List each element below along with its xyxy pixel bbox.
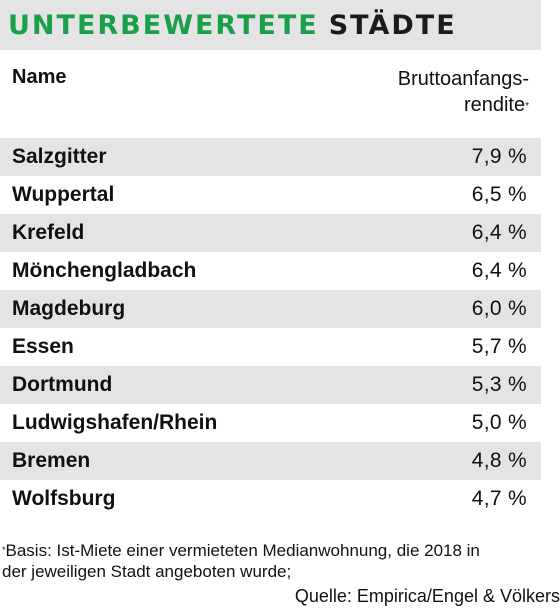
- table-row: Magdeburg 6,0 %: [0, 290, 541, 328]
- table-row: Ludwigshafen/Rhein 5,0 %: [0, 404, 541, 442]
- title-text: STÄDTE: [328, 9, 457, 41]
- yield-value: 4,7 %: [471, 487, 527, 510]
- table-row: Essen 5,7 %: [0, 328, 541, 366]
- title-bar: UNTERBEWERTETE STÄDTE: [0, 0, 541, 50]
- table-row: Krefeld 6,4 %: [0, 214, 541, 252]
- city-name: Wuppertal: [12, 183, 115, 206]
- footnote-marker: *: [525, 101, 529, 112]
- footnote-line-1: Basis: Ist-Miete einer vermieteten Media…: [5, 541, 480, 560]
- table-row: Wolfsburg 4,7 %: [0, 480, 541, 518]
- table-row: Salzgitter 7,9 %: [0, 138, 541, 176]
- yield-value: 4,8 %: [471, 449, 527, 472]
- yield-value: 5,7 %: [471, 335, 527, 358]
- table-row: Mönchengladbach 6,4 %: [0, 252, 541, 290]
- table-row: Bremen 4,8 %: [0, 442, 541, 480]
- yield-value: 6,4 %: [471, 221, 527, 244]
- table-row: Dortmund 5,3 %: [0, 366, 541, 404]
- city-name: Ludwigshafen/Rhein: [12, 411, 218, 434]
- footnote-line-2: der jeweiligen Stadt angeboten wurde;: [2, 562, 292, 581]
- city-name: Krefeld: [12, 221, 85, 244]
- yield-value: 6,0 %: [471, 297, 527, 320]
- column-header-yield-line1: Bruttoanfangs-: [397, 68, 529, 90]
- yield-value: 6,4 %: [471, 259, 527, 282]
- column-header-yield-line2: rendite: [463, 94, 526, 116]
- city-name: Salzgitter: [12, 145, 107, 168]
- yield-value: 5,0 %: [471, 411, 527, 434]
- source-credit: Quelle: Empirica/Engel & Völkers: [294, 586, 560, 606]
- table-body: Salzgitter 7,9 % Wuppertal 6,5 % Krefeld 6,4 …: [0, 138, 541, 518]
- yield-value: 6,5 %: [471, 183, 527, 206]
- yield-value: 5,3 %: [471, 373, 527, 396]
- column-header-name: Name: [12, 66, 67, 88]
- yield-value: 7,9 %: [471, 145, 527, 168]
- city-name: Dortmund: [12, 373, 113, 396]
- city-name: Bremen: [12, 449, 91, 472]
- table-row: Wuppertal 6,5 %: [0, 176, 541, 214]
- footnote-marker: *: [2, 545, 6, 555]
- column-header-yield: Bruttoanfangs- rendite*: [398, 66, 529, 118]
- city-name: Wolfsburg: [12, 487, 116, 510]
- city-name: Magdeburg: [12, 297, 126, 320]
- city-name: Mönchengladbach: [12, 259, 197, 282]
- city-name: Essen: [12, 335, 74, 358]
- title-highlight: UNTERBEWERTETE: [8, 9, 319, 41]
- table-header: Name Bruttoanfangs- rendite*: [0, 58, 541, 124]
- footnote: *Basis: Ist-Miete einer vermieteten Medi…: [0, 540, 541, 582]
